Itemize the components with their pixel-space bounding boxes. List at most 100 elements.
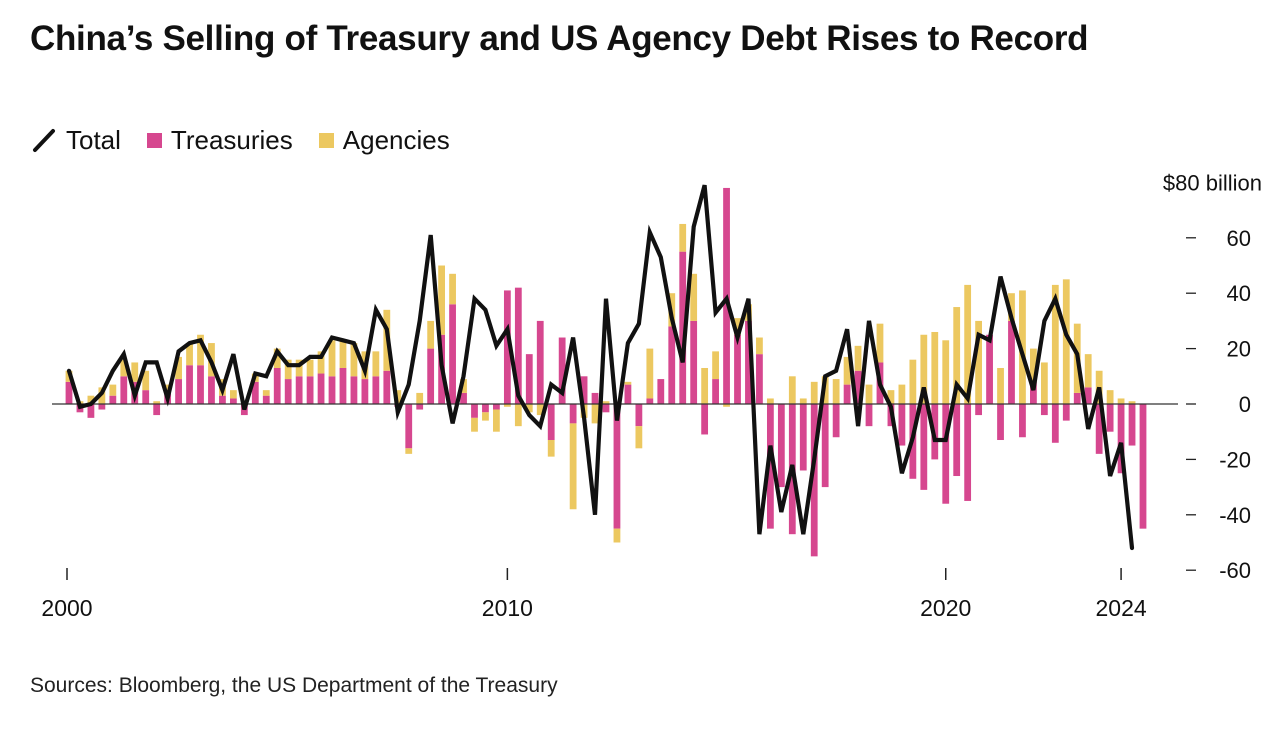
agencies-bar bbox=[569, 423, 577, 510]
agencies-bar bbox=[120, 359, 128, 377]
y-tick-label: -60 bbox=[1219, 558, 1251, 583]
agencies-bar bbox=[449, 273, 456, 305]
line-swatch-icon bbox=[33, 129, 55, 152]
treasuries-bar bbox=[591, 392, 599, 404]
agencies-bar bbox=[624, 381, 632, 385]
treasuries-bar bbox=[295, 376, 303, 404]
agencies-bar bbox=[482, 412, 489, 421]
treasuries-bar bbox=[821, 404, 829, 488]
agencies-bar bbox=[317, 351, 325, 374]
agencies-bar bbox=[175, 356, 182, 380]
agencies-bar bbox=[1030, 348, 1037, 382]
treasuries-bar bbox=[920, 404, 928, 490]
agencies-bar bbox=[350, 343, 358, 377]
treasuries-bar bbox=[503, 290, 511, 404]
agencies-bar bbox=[153, 401, 161, 404]
agencies-bar bbox=[306, 359, 314, 377]
y-tick-label: -40 bbox=[1219, 503, 1251, 528]
agencies-bar bbox=[273, 348, 281, 368]
legend-label-treasuries: Treasuries bbox=[170, 124, 293, 155]
treasuries-bar bbox=[975, 404, 982, 416]
treasuries-bar bbox=[339, 367, 347, 404]
agencies-bar bbox=[810, 381, 818, 404]
agencies-bar bbox=[854, 345, 862, 371]
agencies-bar bbox=[460, 379, 467, 393]
agencies-bar bbox=[909, 359, 917, 404]
agencies-bar bbox=[602, 401, 610, 404]
legend-item-treasuries: Treasuries bbox=[146, 124, 293, 156]
agencies-bar bbox=[438, 265, 445, 335]
agencies-bar bbox=[1062, 279, 1070, 404]
treasuries-bar bbox=[997, 404, 1004, 441]
legend-label-agencies: Agencies bbox=[342, 124, 450, 155]
agencies-bar bbox=[898, 384, 906, 404]
treasuries-bar bbox=[854, 370, 862, 404]
treasuries-bar bbox=[712, 379, 719, 404]
treasuries-bar bbox=[514, 287, 522, 404]
treasuries-bar bbox=[1128, 404, 1136, 446]
x-tick-label: 2024 bbox=[1095, 595, 1146, 621]
agencies-bar bbox=[493, 409, 500, 432]
treasuries-swatch-icon bbox=[146, 132, 162, 148]
legend: Total Treasuries Agencies bbox=[32, 124, 476, 156]
agencies-bar bbox=[701, 367, 709, 404]
treasuries-bar bbox=[843, 384, 851, 404]
treasuries-bar bbox=[87, 404, 95, 418]
agencies-bar bbox=[953, 307, 961, 404]
treasuries-bar bbox=[175, 379, 182, 404]
treasuries-bar bbox=[1117, 404, 1125, 474]
x-tick-label: 2000 bbox=[41, 595, 92, 621]
treasuries-bar bbox=[766, 404, 774, 529]
treasuries-bar bbox=[208, 376, 215, 404]
y-tick-label: 0 bbox=[1239, 392, 1251, 417]
treasuries-bar bbox=[536, 320, 544, 404]
agencies-bar bbox=[405, 448, 413, 454]
agencies-bar bbox=[788, 376, 796, 404]
treasuries-bar bbox=[361, 379, 369, 404]
treasuries-bar bbox=[734, 334, 741, 404]
treasuries-bar bbox=[251, 381, 259, 404]
treasuries-bar bbox=[142, 390, 150, 404]
agencies-bar bbox=[865, 384, 873, 404]
agencies-bar bbox=[197, 334, 204, 366]
treasuries-bar bbox=[383, 370, 391, 404]
treasuries-bar bbox=[1106, 404, 1114, 432]
treasuries-bar bbox=[482, 404, 489, 413]
treasuries-bar bbox=[471, 404, 478, 418]
treasuries-bar bbox=[219, 395, 226, 404]
treasuries-bar bbox=[153, 404, 161, 416]
treasuries-bar bbox=[624, 384, 632, 404]
agencies-bar bbox=[712, 351, 719, 380]
treasuries-bar bbox=[416, 404, 424, 410]
treasuries-bar bbox=[745, 320, 752, 404]
treasuries-bar bbox=[810, 404, 818, 557]
treasuries-bar bbox=[525, 354, 533, 404]
treasuries-bar bbox=[1030, 381, 1037, 404]
treasuries-bar bbox=[701, 404, 709, 435]
treasuries-bar bbox=[1040, 404, 1048, 416]
treasuries-bar bbox=[1073, 392, 1081, 404]
agencies-bar bbox=[591, 404, 599, 424]
agencies-bar bbox=[887, 390, 895, 404]
y-tick-label: $80 billion bbox=[1163, 170, 1262, 195]
agencies-bar bbox=[1128, 401, 1136, 404]
treasuries-bar bbox=[284, 379, 292, 404]
treasuries-bar bbox=[1051, 404, 1059, 443]
y-tick-label: 20 bbox=[1227, 337, 1251, 362]
agencies-bar bbox=[799, 398, 807, 404]
treasuries-bar bbox=[120, 376, 128, 404]
chart-title: China’s Selling of Treasury and US Agenc… bbox=[30, 19, 1089, 58]
agencies-bar bbox=[284, 359, 292, 380]
treasuries-bar bbox=[1084, 387, 1092, 404]
treasuries-bar bbox=[405, 404, 413, 449]
agencies-bar bbox=[295, 359, 303, 377]
treasuries-bar bbox=[558, 337, 566, 404]
treasuries-bar bbox=[186, 365, 193, 404]
treasuries-bar bbox=[799, 404, 807, 471]
agencies-bar bbox=[372, 351, 380, 377]
agencies-bar bbox=[514, 404, 522, 427]
treasuries-bar bbox=[306, 376, 314, 404]
agencies-bar bbox=[525, 404, 533, 413]
agencies-bar bbox=[1117, 398, 1125, 404]
